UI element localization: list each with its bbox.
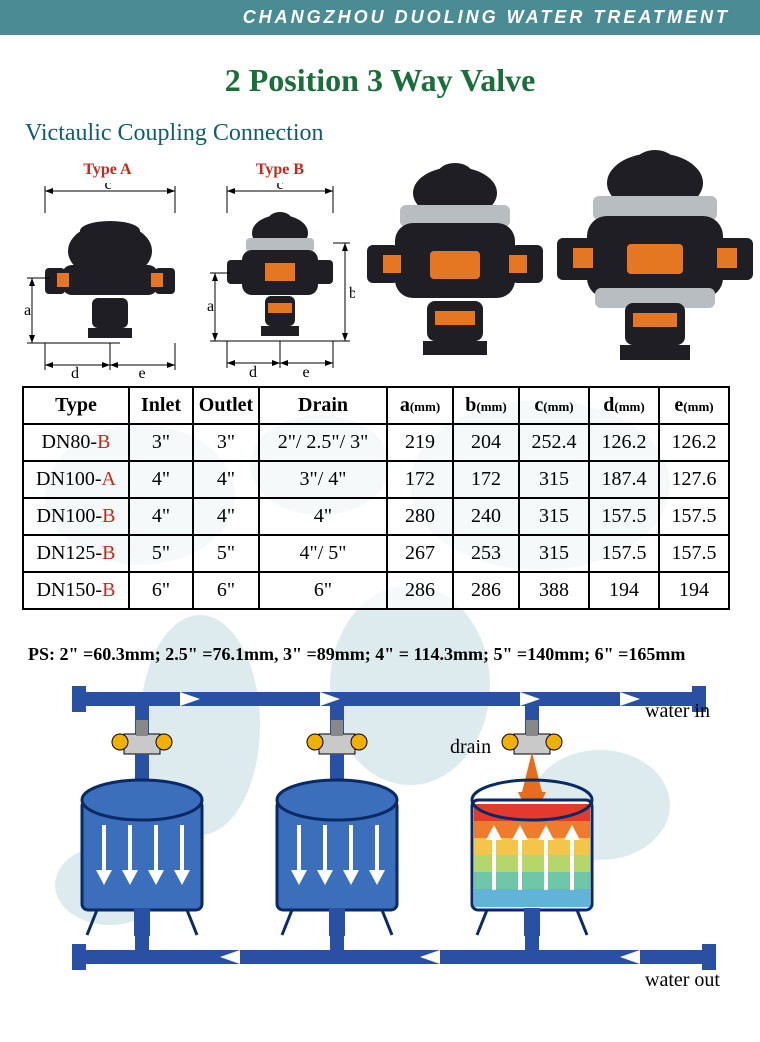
cell-d: 187.4 <box>589 461 659 498</box>
cell-outlet: 4" <box>193 498 259 535</box>
cell-a: 219 <box>387 424 453 461</box>
col-e: e(mm) <box>659 387 729 424</box>
cell-e: 194 <box>659 572 729 609</box>
cell-type: DN100-B <box>23 498 129 535</box>
svg-text:a: a <box>207 298 214 315</box>
page-title: 2 Position 3 Way Valve <box>0 62 760 99</box>
cell-e: 157.5 <box>659 535 729 572</box>
brand-text: CHANGZHOU DUOLING WATER TREATMENT <box>243 7 730 27</box>
cell-c: 388 <box>519 572 589 609</box>
cell-inlet: 5" <box>129 535 193 572</box>
cell-c: 315 <box>519 498 589 535</box>
cell-e: 127.6 <box>659 461 729 498</box>
svg-text:c: c <box>104 183 111 193</box>
col-type: Type <box>23 387 129 424</box>
type-b-diagram: c a <box>205 183 355 378</box>
cell-c: 315 <box>519 535 589 572</box>
col-c: c(mm) <box>519 387 589 424</box>
cell-drain: 4" <box>259 498 387 535</box>
cell-outlet: 5" <box>193 535 259 572</box>
type-a-diagram: c a <box>20 183 195 378</box>
cell-b: 240 <box>453 498 519 535</box>
table-row: DN100-A4"4"3"/ 4"172172315187.4127.6 <box>23 461 729 498</box>
ps-note: PS: 2" =60.3mm; 2.5" =76.1mm, 3" =89mm; … <box>28 644 685 665</box>
cell-inlet: 4" <box>129 498 193 535</box>
cell-type: DN125-B <box>23 535 129 572</box>
cell-b: 253 <box>453 535 519 572</box>
cell-b: 172 <box>453 461 519 498</box>
col-outlet: Outlet <box>193 387 259 424</box>
col-drain: Drain <box>259 387 387 424</box>
cell-d: 194 <box>589 572 659 609</box>
table-header-row: Type Inlet Outlet Drain a(mm) b(mm) c(mm… <box>23 387 729 424</box>
cell-outlet: 6" <box>193 572 259 609</box>
cell-type: DN80-B <box>23 424 129 461</box>
cell-drain: 6" <box>259 572 387 609</box>
table-row: DN80-B3"3"2"/ 2.5"/ 3"219204252.4126.212… <box>23 424 729 461</box>
label-water-in: water in <box>645 700 710 723</box>
table-row: DN100-B4"4"4"280240315157.5157.5 <box>23 498 729 535</box>
table-row: DN125-B5"5"4"/ 5"267253315157.5157.5 <box>23 535 729 572</box>
cell-c: 315 <box>519 461 589 498</box>
svg-text:e: e <box>302 364 309 378</box>
cell-c: 252.4 <box>519 424 589 461</box>
cell-a: 267 <box>387 535 453 572</box>
type-a-label: Type A <box>83 161 131 179</box>
svg-text:b: b <box>349 285 355 302</box>
cell-a: 286 <box>387 572 453 609</box>
cell-d: 157.5 <box>589 535 659 572</box>
svg-text:d: d <box>249 364 257 378</box>
flow-diagram: water in drain water out <box>20 680 740 1020</box>
cell-b: 286 <box>453 572 519 609</box>
cell-inlet: 6" <box>129 572 193 609</box>
cell-outlet: 3" <box>193 424 259 461</box>
valve-photo-large-1 <box>365 153 545 378</box>
svg-text:e: e <box>138 365 145 378</box>
type-b-label: Type B <box>256 161 304 179</box>
label-water-out: water out <box>645 969 720 992</box>
cell-d: 126.2 <box>589 424 659 461</box>
cell-inlet: 4" <box>129 461 193 498</box>
svg-text:d: d <box>71 365 79 378</box>
cell-type: DN150-B <box>23 572 129 609</box>
cell-drain: 4"/ 5" <box>259 535 387 572</box>
cell-drain: 3"/ 4" <box>259 461 387 498</box>
cell-d: 157.5 <box>589 498 659 535</box>
cell-e: 126.2 <box>659 424 729 461</box>
cell-a: 172 <box>387 461 453 498</box>
col-d: d(mm) <box>589 387 659 424</box>
cell-outlet: 4" <box>193 461 259 498</box>
col-b: b(mm) <box>453 387 519 424</box>
subtitle: Victaulic Coupling Connection <box>25 120 324 147</box>
product-image-row: Type A c <box>20 148 740 378</box>
table-row: DN150-B6"6"6"286286388194194 <box>23 572 729 609</box>
svg-text:c: c <box>276 183 283 193</box>
label-drain: drain <box>450 736 491 759</box>
svg-text:a: a <box>24 302 31 319</box>
cell-inlet: 3" <box>129 424 193 461</box>
spec-table: Type Inlet Outlet Drain a(mm) b(mm) c(mm… <box>22 386 730 610</box>
cell-e: 157.5 <box>659 498 729 535</box>
valve-photo-large-2 <box>555 143 755 378</box>
col-a: a(mm) <box>387 387 453 424</box>
header-brand-band: CHANGZHOU DUOLING WATER TREATMENT <box>0 0 760 35</box>
cell-b: 204 <box>453 424 519 461</box>
cell-a: 280 <box>387 498 453 535</box>
cell-type: DN100-A <box>23 461 129 498</box>
cell-drain: 2"/ 2.5"/ 3" <box>259 424 387 461</box>
col-inlet: Inlet <box>129 387 193 424</box>
